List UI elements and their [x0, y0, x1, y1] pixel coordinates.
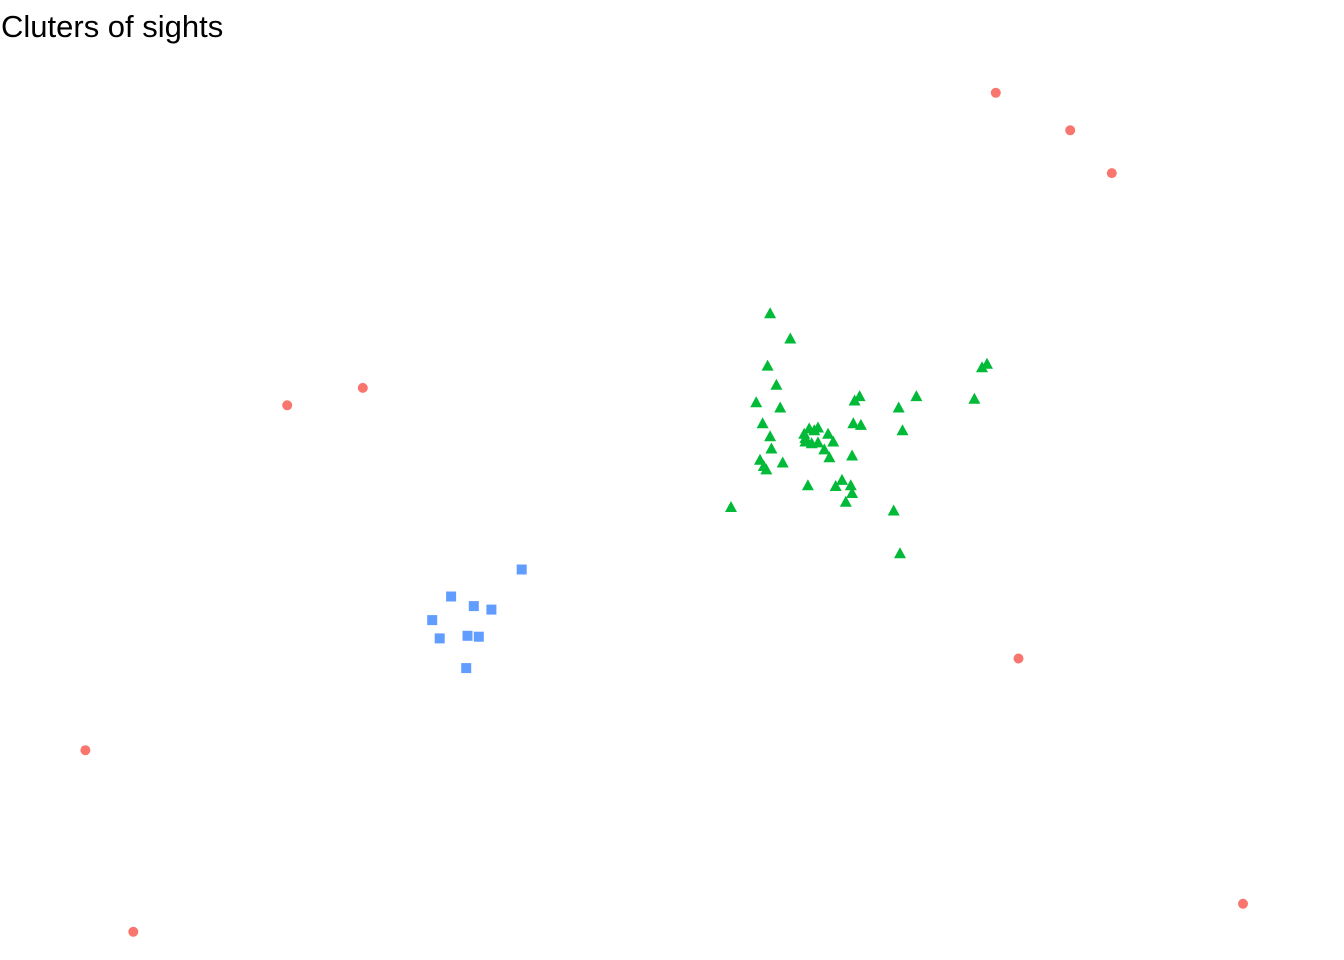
circle-point — [1065, 125, 1076, 136]
triangle-point — [844, 479, 857, 491]
circle-point — [357, 382, 368, 393]
triangle-point — [846, 487, 859, 498]
circle-point — [990, 87, 1001, 98]
series-1-triangles — [725, 307, 993, 559]
square-point — [446, 591, 457, 602]
circle-point — [1238, 898, 1248, 909]
triangle-point — [836, 473, 848, 485]
triangle-point — [846, 449, 859, 461]
triangle-point — [756, 417, 769, 429]
triangle-point — [892, 401, 905, 413]
square-point — [516, 564, 527, 575]
square-point — [462, 630, 473, 641]
triangle-point — [894, 547, 906, 559]
triangle-point — [822, 427, 835, 439]
triangle-point — [847, 417, 860, 429]
triangle-point — [818, 443, 831, 455]
circle-point — [80, 745, 91, 756]
triangle-point — [750, 396, 763, 408]
triangle-point — [829, 480, 842, 491]
series-0-circles — [80, 87, 1248, 937]
triangle-point — [776, 456, 789, 468]
square-point — [427, 615, 438, 626]
circle-point — [128, 926, 139, 937]
triangle-point — [887, 504, 900, 516]
triangle-point — [976, 361, 988, 373]
triangle-point — [981, 357, 993, 369]
triangle-point — [812, 436, 824, 448]
triangle-point — [765, 442, 778, 454]
circle-point — [1013, 653, 1024, 664]
triangle-point — [760, 463, 773, 475]
triangle-point — [839, 495, 852, 507]
triangle-point — [853, 390, 866, 402]
triangle-point — [827, 435, 840, 447]
triangle-point — [764, 307, 777, 319]
triangle-point — [774, 401, 787, 413]
triangle-point — [801, 479, 814, 491]
series-2-squares — [427, 564, 527, 674]
series-layer — [80, 87, 1248, 937]
circle-point — [1106, 168, 1117, 179]
triangle-point — [725, 501, 737, 512]
square-point — [473, 631, 484, 642]
triangle-point — [854, 418, 867, 430]
circle-point — [282, 400, 293, 411]
square-point — [461, 663, 472, 674]
triangle-point — [823, 451, 836, 463]
triangle-point — [770, 378, 783, 390]
triangle-point — [784, 332, 797, 344]
square-point — [434, 633, 445, 644]
square-point — [468, 601, 479, 612]
chart-title: Cluters of sights — [1, 9, 224, 44]
triangle-point — [764, 430, 777, 442]
triangle-point — [896, 424, 909, 436]
triangle-point — [812, 421, 824, 433]
square-point — [486, 604, 497, 615]
triangle-point — [968, 392, 981, 404]
triangle-point — [761, 359, 774, 371]
triangle-point — [910, 390, 923, 402]
